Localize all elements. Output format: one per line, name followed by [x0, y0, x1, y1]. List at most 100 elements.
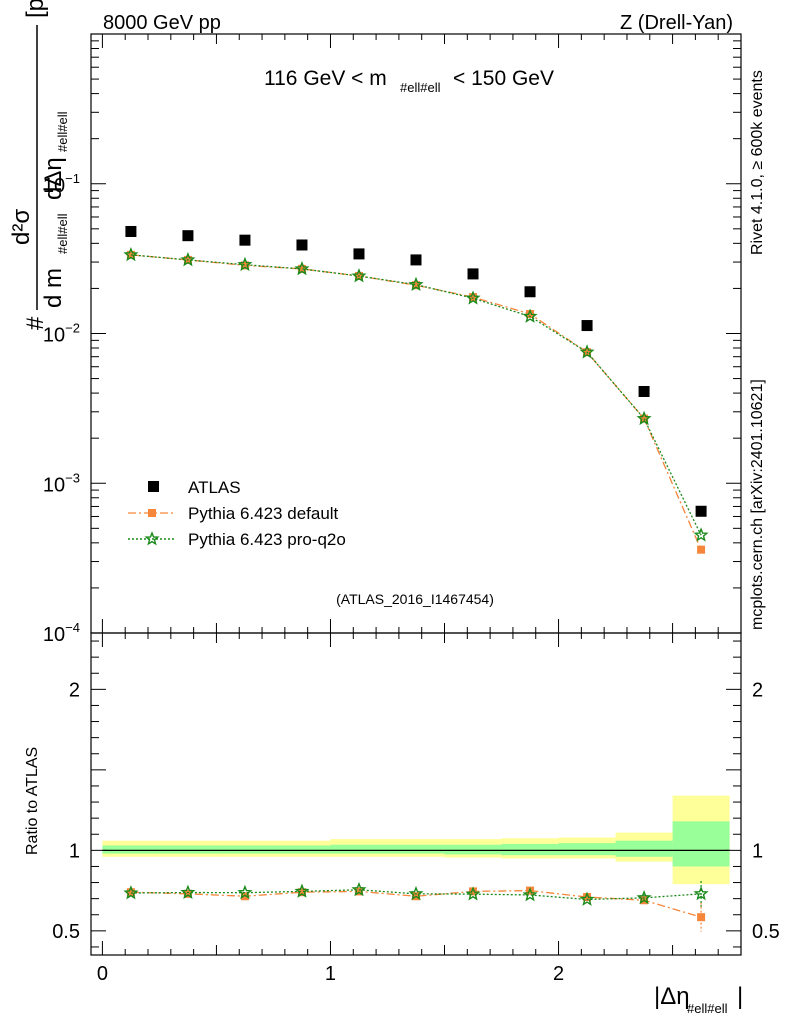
legend-atlas-label: ATLAS [188, 478, 241, 497]
x-axis-sub: #ell#ell [687, 1001, 728, 1016]
y-axis-eta-sub: #ell#ell [55, 111, 70, 152]
y-axis-title: # d²σ d m #ell#ell dΔη #ell#ell [pb/GeV] [8, 0, 70, 330]
main-point-proq2o [351, 268, 367, 283]
analysis-label: (ATLAS_2016_I1467454) [336, 591, 494, 607]
atlas-data-point [125, 225, 137, 237]
y-axis-unit: [pb/GeV] [22, 0, 49, 18]
ratio-tick-label-left: 2 [69, 679, 80, 701]
atlas-data-point [524, 286, 536, 298]
atlas-data-point [182, 230, 194, 242]
ratio-tick-label-left: 0.5 [52, 921, 80, 943]
ratio-point-proq2o [123, 885, 139, 900]
ratio-point-proq2o [465, 886, 481, 901]
band-green-bin [501, 843, 559, 856]
title-pre: 116 GeV < m [264, 67, 387, 90]
ratio-y-label: Ratio to ATLAS [24, 747, 41, 855]
band-green-bin [159, 845, 217, 854]
ratio-point-proq2o [351, 881, 367, 897]
ratio-frame [90, 632, 742, 956]
header-right: Z (Drell-Yan) [620, 12, 733, 34]
atlas-data-point [638, 385, 650, 397]
atlas-data-point [296, 239, 308, 251]
atlas-data-point [467, 268, 479, 280]
ratio-point-proq2o [693, 885, 709, 901]
main-point-proq2o [522, 308, 538, 323]
y-axis-dm: d m [40, 268, 67, 308]
main-point-default [240, 261, 249, 270]
atlas-data-point [410, 254, 422, 266]
main-point-proq2o [180, 252, 196, 267]
ratio-point-proq2o [636, 889, 652, 905]
ratio-point-proq2o [180, 884, 196, 899]
title-sub: #ell#ell [400, 80, 441, 95]
x-tick-label: 0 [97, 963, 108, 985]
ratio-point-default [354, 887, 363, 896]
legend-proq2o-marker [144, 531, 160, 546]
ratio-point-default [126, 888, 135, 897]
ratio-point-default [697, 913, 706, 922]
main-point-default [526, 309, 535, 318]
y-tick-label: 10−3 [43, 470, 80, 496]
main-point-proq2o [636, 410, 652, 426]
ratio-point-proq2o [579, 891, 595, 906]
main-point-proq2o [408, 276, 424, 292]
atlas-data-point [353, 248, 365, 260]
ratio-point-proq2o [408, 885, 424, 901]
ratio-point-proq2o [237, 884, 253, 900]
y-tick-label: 10−1 [43, 171, 80, 197]
y-tick-label: 10−4 [43, 620, 80, 646]
main-point-default [297, 264, 306, 273]
main-point-proq2o [579, 344, 595, 359]
ratio-point-default [240, 892, 249, 901]
band-green-bin [672, 821, 730, 867]
main-line-series-1 [130, 254, 702, 536]
atlas-data-point [239, 234, 251, 246]
y-axis-numerator: d²σ [8, 209, 35, 245]
band-green-bin [330, 844, 388, 854]
band-green-bin [216, 845, 274, 854]
ratio-tick-label-right: 1 [752, 840, 763, 862]
x-axis-close: | [737, 983, 743, 1010]
legend-default-label: Pythia 6.423 default [188, 504, 339, 523]
y-tick-label: 10−2 [43, 321, 80, 347]
band-green-bin [615, 840, 673, 857]
atlas-data-point [695, 505, 707, 517]
band-green-bin [387, 844, 445, 854]
ratio-point-default [583, 893, 592, 902]
main-point-default [697, 545, 706, 554]
chart-marks: 0 1 2 10−1 10−2 10−3 10−4 0.5 0.5 1 1 2 2 [43, 33, 780, 985]
y-axis-hash: # [22, 316, 49, 330]
y-axis-m-sub: #ell#ell [55, 213, 70, 254]
chart-title: 116 GeV < m #ell#ell < 150 GeV [264, 67, 554, 95]
ratio-point-default [469, 887, 478, 896]
main-point-proq2o [237, 256, 253, 272]
ratio-line-series-0 [130, 889, 702, 918]
ratio-point-proq2o [522, 887, 538, 902]
legend-star-icon [144, 531, 160, 546]
ratio-tick-label-right: 2 [752, 679, 763, 701]
main-point-proq2o [693, 527, 709, 542]
legend-atlas-marker [148, 481, 159, 492]
legend: ATLAS Pythia 6.423 default Pythia 6.423 … [128, 478, 346, 549]
band-green-bin [558, 843, 616, 856]
mcplots-label: mcplots.cern.ch [arXiv:2401.10621] [749, 379, 766, 630]
main-point-default [469, 293, 478, 302]
main-point-proq2o [465, 290, 481, 305]
atlas-data-point [581, 320, 593, 332]
main-point-default [412, 281, 420, 290]
main-point-proq2o [123, 246, 139, 262]
x-axis-main: |Δη [654, 983, 690, 1010]
ratio-tick-label-left: 1 [69, 840, 80, 862]
ratio-point-default [297, 888, 306, 897]
legend-default-marker [148, 509, 156, 517]
ratio-line-series-1 [130, 889, 702, 901]
ratio-tick-label-right: 0.5 [752, 921, 780, 943]
header-left: 8000 GeV pp [103, 12, 221, 34]
y-axis-deta: dΔη [40, 157, 67, 200]
ratio-point-default [183, 889, 192, 898]
title-post: < 150 GeV [453, 67, 554, 90]
band-green-bin [444, 844, 502, 855]
x-axis-title: |Δη #ell#ell | [654, 983, 743, 1016]
band-green-bin [273, 845, 331, 854]
